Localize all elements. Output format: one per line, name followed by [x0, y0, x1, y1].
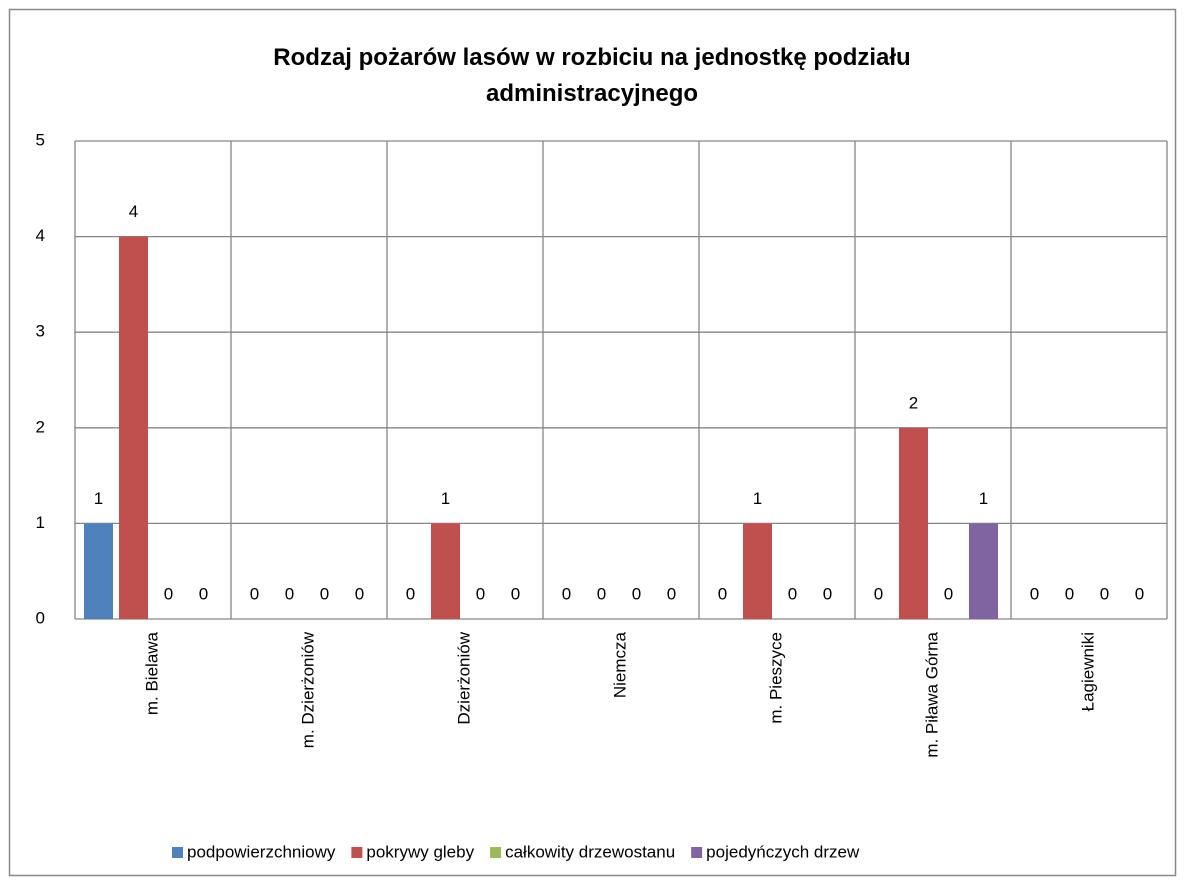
- data-label: 2: [909, 393, 918, 412]
- legend-swatch: [490, 847, 502, 858]
- data-label: 1: [441, 489, 450, 508]
- y-tick-label: 0: [36, 608, 45, 627]
- bar: [84, 523, 113, 619]
- legend-label: pokrywy gleby: [366, 842, 474, 861]
- legend-swatch: [691, 847, 703, 858]
- data-label: 0: [511, 584, 520, 603]
- data-label: 0: [632, 584, 641, 603]
- x-tick-label: Dzierżoniów: [454, 631, 473, 724]
- data-label: 0: [320, 584, 329, 603]
- chart-border: [8, 8, 1177, 877]
- bar: [119, 236, 148, 619]
- data-label: 0: [164, 584, 173, 603]
- x-tick-label: m. Dzierżoniów: [298, 631, 317, 748]
- data-label: 1: [753, 489, 762, 508]
- data-label: 0: [1065, 584, 1074, 603]
- data-label: 0: [718, 584, 727, 603]
- data-label: 0: [1100, 584, 1109, 603]
- data-label: 0: [788, 584, 797, 603]
- data-label: 1: [979, 489, 988, 508]
- data-label: 0: [562, 584, 571, 603]
- x-tick-label: m. Piława Górna: [922, 631, 941, 757]
- data-label: 0: [476, 584, 485, 603]
- data-label: 0: [874, 584, 883, 603]
- legend-swatch: [351, 847, 363, 858]
- y-tick-label: 3: [36, 322, 45, 341]
- bar: [431, 523, 460, 619]
- data-label: 0: [250, 584, 259, 603]
- legend-swatch: [172, 847, 183, 858]
- data-label: 0: [1135, 584, 1144, 603]
- legend-label: podpowierzchniowy: [187, 842, 336, 861]
- bar: [743, 523, 772, 619]
- data-label: 0: [285, 584, 294, 603]
- data-label: 0: [597, 584, 606, 603]
- data-label: 0: [823, 584, 832, 603]
- x-tick-label: m. Bielawa: [142, 631, 161, 715]
- data-label: 0: [667, 584, 676, 603]
- legend-label: całkowity drzewostanu: [505, 842, 675, 861]
- x-tick-label: Łagiewniki: [1078, 632, 1097, 711]
- data-label: 0: [1030, 584, 1039, 603]
- y-tick-label: 1: [36, 513, 45, 532]
- data-label: 0: [355, 584, 364, 603]
- y-tick-label: 5: [36, 130, 45, 149]
- data-label: 1: [94, 489, 103, 508]
- bar: [969, 523, 998, 619]
- data-label: 0: [199, 584, 208, 603]
- y-tick-label: 4: [36, 226, 45, 245]
- x-tick-label: m. Pieszyce: [766, 632, 785, 724]
- legend-label: pojedyńczych drzew: [706, 842, 860, 861]
- data-label: 0: [406, 584, 415, 603]
- bar: [899, 427, 928, 619]
- x-tick-label: Niemcza: [610, 631, 629, 698]
- y-tick-label: 2: [36, 417, 45, 436]
- chart-title: Rodzaj pożarów lasów w rozbiciu na jedno…: [273, 44, 911, 107]
- data-label: 0: [944, 584, 953, 603]
- data-label: 4: [129, 202, 138, 221]
